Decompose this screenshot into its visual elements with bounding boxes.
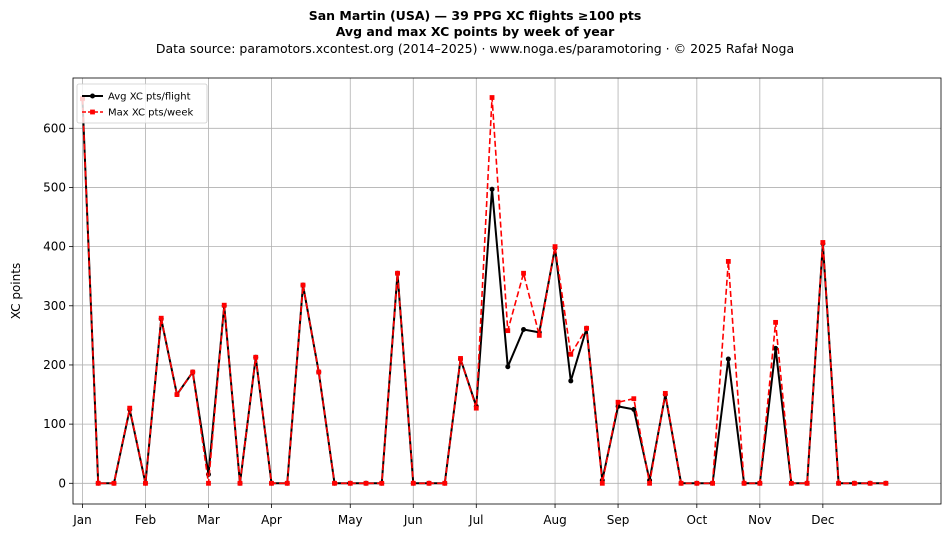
max-point: [300, 282, 306, 288]
max-point: [206, 480, 211, 486]
x-tick-label: Jun: [403, 513, 423, 527]
max-point: [836, 480, 842, 486]
max-point: [662, 390, 668, 396]
y-axis-label: XC points: [9, 263, 23, 319]
max-point: [505, 328, 511, 334]
max-point: [820, 240, 826, 245]
series-layer: [79, 95, 889, 486]
max-point: [253, 354, 259, 360]
max-point: [95, 480, 101, 486]
chart-title: San Martin (USA) — 39 PPG XC flights ≥10…: [308, 8, 642, 23]
max-point: [694, 480, 700, 486]
x-tick-label: Apr: [261, 513, 282, 527]
x-tick-label: Feb: [135, 513, 156, 527]
max-point: [284, 480, 290, 486]
max-point: [143, 480, 148, 486]
max-point: [221, 302, 227, 308]
max-point: [410, 480, 416, 486]
max-point: [615, 399, 621, 405]
y-tick-label: 500: [43, 180, 66, 194]
axis-layer: 0 100 200 300 400 500 600 Jan Feb Mar Apr May Jun Jul…: [43, 121, 834, 527]
max-point: [521, 270, 526, 276]
max-point: [379, 480, 385, 486]
max-point: [867, 480, 873, 486]
max-point: [647, 480, 652, 486]
max-point: [111, 480, 117, 486]
max-point: [316, 369, 322, 375]
max-point: [174, 392, 180, 397]
max-point: [804, 480, 810, 486]
y-tick-label: 300: [43, 299, 66, 313]
max-point: [851, 480, 857, 486]
legend-marker: [90, 93, 95, 99]
max-point: [710, 480, 715, 486]
grid-layer: [73, 78, 941, 504]
x-tick-label: Dec: [811, 513, 834, 527]
max-point: [473, 405, 479, 411]
max-point: [426, 480, 432, 486]
plot-frame: [72, 77, 942, 505]
legend-box: [76, 83, 208, 124]
max-point: [883, 480, 889, 486]
legend-label: Avg XC pts/flight: [108, 92, 191, 103]
avg-point: [568, 378, 574, 384]
x-tick-label: May: [338, 513, 363, 527]
max-point: [127, 405, 133, 411]
y-tick-label: 100: [43, 417, 66, 431]
max-point: [332, 480, 337, 486]
legend-label: Max XC pts/week: [108, 108, 193, 119]
max-point: [458, 356, 463, 361]
avg-point: [489, 186, 495, 192]
max-point: [489, 95, 495, 100]
max-point: [788, 480, 794, 486]
x-tick-label: Jul: [468, 513, 483, 527]
x-tick-label: Aug: [543, 513, 566, 527]
y-tick-label: 600: [43, 121, 66, 135]
max-point: [442, 480, 448, 486]
avg-point: [631, 406, 637, 412]
avg-point: [773, 345, 779, 351]
max-point: [568, 351, 574, 357]
max-point: [773, 319, 778, 325]
avg-point: [521, 326, 527, 332]
legend: Avg XC pts/flight Max XC pts/week: [76, 83, 208, 124]
max-point: [741, 480, 747, 486]
chart-titles: San Martin (USA) — 39 PPG XC flights ≥10…: [0, 8, 950, 57]
chart-subtitle: Avg and max XC points by week of year: [335, 24, 615, 39]
max-point: [552, 244, 558, 250]
legend-marker: [90, 109, 95, 115]
y-tick-label: 0: [58, 476, 66, 490]
x-tick-label: Sep: [607, 513, 630, 527]
max-point: [584, 325, 589, 331]
series-line-2: [81, 96, 886, 485]
max-point: [237, 480, 243, 486]
max-point: [395, 270, 400, 276]
max-point: [269, 480, 274, 486]
y-tick-label: 400: [43, 240, 66, 254]
x-tick-label: Jan: [72, 513, 92, 527]
legend-entries: Avg XC pts/flight Max XC pts/week: [82, 92, 193, 119]
max-point: [536, 332, 542, 338]
max-point: [190, 369, 196, 375]
x-tick-label: Nov: [748, 513, 771, 527]
max-point: [631, 396, 637, 402]
max-point: [599, 480, 605, 486]
max-point: [757, 480, 763, 486]
chart-source-line: Data source: paramotors.xcontest.org (20…: [155, 41, 795, 56]
x-tick-label: Oct: [686, 513, 707, 527]
y-tick-label: 200: [43, 358, 66, 372]
avg-point: [505, 364, 511, 370]
x-tick-label: Mar: [197, 513, 220, 527]
max-point: [347, 480, 353, 486]
max-point: [678, 480, 684, 486]
max-point: [725, 259, 731, 264]
avg-point: [725, 356, 731, 362]
max-point: [363, 480, 369, 486]
max-point: [158, 315, 164, 321]
